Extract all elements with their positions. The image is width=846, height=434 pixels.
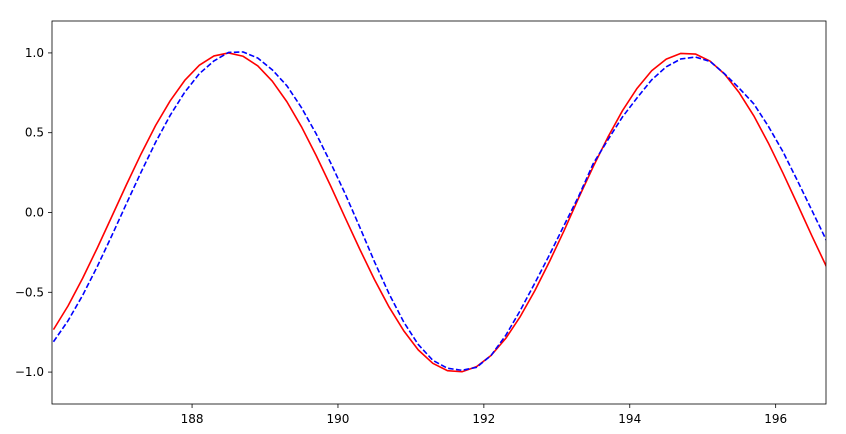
x-tick-label: 194 <box>618 412 641 426</box>
x-tick-label: 192 <box>472 412 495 426</box>
y-tick-label: 0.0 <box>25 206 44 220</box>
y-tick-label: 1.0 <box>25 46 44 60</box>
y-tick-label: −0.5 <box>15 285 44 299</box>
y-tick-label: −1.0 <box>15 365 44 379</box>
x-tick-label: 190 <box>327 412 350 426</box>
x-tick-label: 188 <box>181 412 204 426</box>
y-tick-label: 0.5 <box>25 126 44 140</box>
series-line <box>52 51 826 372</box>
plot-frame <box>51 20 827 405</box>
x-tick-label: 196 <box>764 412 787 426</box>
series-line <box>52 52 826 373</box>
